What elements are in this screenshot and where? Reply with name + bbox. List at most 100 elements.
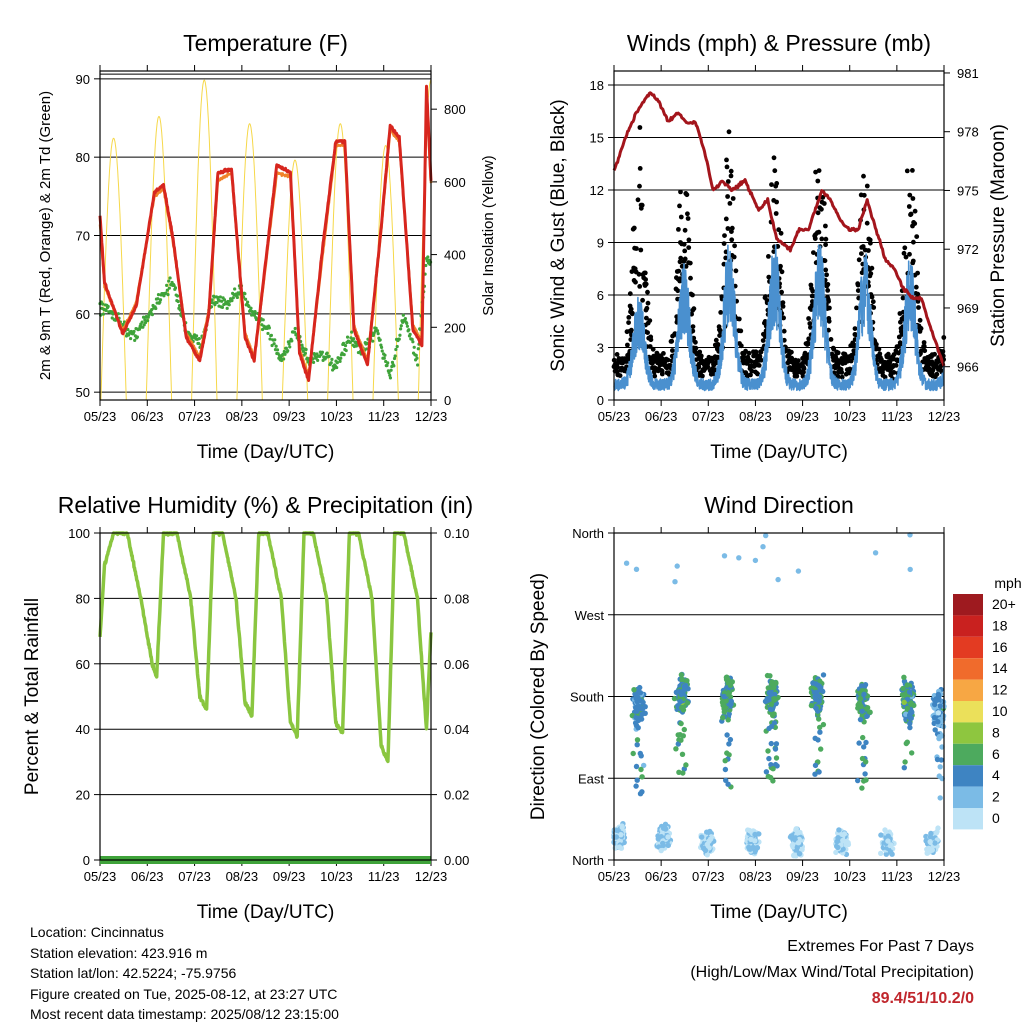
gust-point xyxy=(819,206,824,212)
gust-point xyxy=(746,350,752,356)
gust-point xyxy=(681,241,687,247)
dewpoint-point xyxy=(175,294,180,298)
direction-point xyxy=(932,727,938,733)
dewpoint-point xyxy=(408,332,412,336)
dewpoint-point xyxy=(349,336,353,340)
direction-point xyxy=(904,705,911,712)
dewpoint-point xyxy=(222,298,227,302)
direction-point xyxy=(727,682,734,688)
gust-point xyxy=(687,260,693,266)
gust-point xyxy=(868,240,873,246)
gust-point xyxy=(629,327,634,333)
gust-point xyxy=(665,357,671,363)
y2-tick-label: 200 xyxy=(444,320,466,335)
dewpoint-point xyxy=(393,354,397,358)
y-axis-label: Sonic Wind & Gust (Blue, Black) xyxy=(548,99,569,371)
direction-point xyxy=(704,829,710,835)
direction-point xyxy=(638,766,644,773)
x-tick-label: 06/23 xyxy=(645,409,678,424)
gust-point xyxy=(683,264,689,269)
gust-point xyxy=(715,354,721,360)
direction-point xyxy=(835,835,841,841)
dewpoint-point xyxy=(405,324,410,328)
direction-point xyxy=(618,832,624,838)
x-tick-label: 08/23 xyxy=(226,409,259,424)
gust-point xyxy=(809,303,815,308)
direction-point xyxy=(721,553,728,559)
gust-point xyxy=(794,373,800,379)
direction-point xyxy=(726,711,732,717)
gust-point xyxy=(730,196,736,201)
dewpoint-point xyxy=(137,327,142,331)
gust-point xyxy=(810,288,816,294)
dewpoint-point xyxy=(339,356,343,360)
chart-title: Winds (mph) & Pressure (mb) xyxy=(627,30,931,56)
dewpoint-point xyxy=(243,297,248,301)
recent-text: Most recent data timestamp: 2025/08/12 2… xyxy=(30,1006,339,1022)
gust-point xyxy=(670,348,675,353)
direction-point xyxy=(683,762,689,768)
gust-point xyxy=(712,367,718,373)
gust-point xyxy=(758,357,764,363)
direction-point xyxy=(767,690,774,696)
direction-point xyxy=(704,852,710,858)
gust-point xyxy=(769,182,774,188)
dewpoint-point xyxy=(292,330,297,334)
direction-point xyxy=(637,684,643,691)
gust-point xyxy=(907,251,912,257)
gust-point xyxy=(806,336,812,342)
gust-point xyxy=(861,192,867,198)
direction-point xyxy=(724,674,730,680)
dewpoint-point xyxy=(412,345,416,349)
gust-point xyxy=(795,358,801,364)
direction-point xyxy=(857,716,864,723)
dewpoint-point xyxy=(341,341,346,345)
direction-point xyxy=(662,821,669,827)
direction-point xyxy=(706,845,712,851)
dewpoint-point xyxy=(269,333,273,337)
gust-point xyxy=(749,368,755,374)
dewpoint-point xyxy=(329,361,333,365)
y2-tick-label: 0.10 xyxy=(444,526,469,541)
gust-point xyxy=(879,357,884,362)
gust-point xyxy=(876,346,882,352)
gust-point xyxy=(864,220,870,226)
gust-point xyxy=(625,342,630,348)
dewpoint-point xyxy=(231,296,235,300)
y-tick-label: North xyxy=(572,526,604,541)
legend-swatch xyxy=(953,808,983,830)
gust-point xyxy=(776,227,782,233)
gust-point xyxy=(685,211,690,217)
gust-point xyxy=(827,305,832,311)
direction-point xyxy=(773,755,780,761)
gust-point xyxy=(651,369,657,375)
gust-point xyxy=(774,181,780,186)
direction-point xyxy=(906,689,913,695)
dewpoint-point xyxy=(379,345,384,349)
y-tick-label: 60 xyxy=(76,307,90,322)
gust-point xyxy=(628,306,634,312)
dewpoint-point xyxy=(150,313,154,317)
gust-point xyxy=(678,255,684,261)
dewpoint-point xyxy=(267,326,271,330)
dewpoint-point xyxy=(301,349,305,353)
direction-point xyxy=(678,672,685,678)
plot-border xyxy=(99,70,432,401)
gust-point xyxy=(690,292,695,298)
direction-point xyxy=(932,840,938,846)
dewpoint-point xyxy=(286,349,290,353)
direction-point xyxy=(816,769,822,775)
gust-point xyxy=(922,348,928,354)
dewpoint-point xyxy=(283,352,287,356)
y-tick-label: 80 xyxy=(76,150,90,165)
gust-point xyxy=(869,294,875,300)
dewpoint-point xyxy=(252,313,256,317)
legend-swatch xyxy=(953,594,983,616)
gust-point xyxy=(915,270,920,276)
direction-point xyxy=(678,691,684,698)
direction-point xyxy=(722,758,728,764)
dewpoint-point xyxy=(220,305,225,310)
x-tick-label: 10/23 xyxy=(833,869,866,884)
dewpoint-point xyxy=(274,344,278,348)
gust-point xyxy=(893,363,899,368)
